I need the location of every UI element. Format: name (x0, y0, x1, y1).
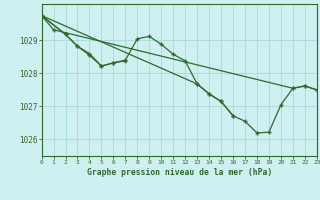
X-axis label: Graphe pression niveau de la mer (hPa): Graphe pression niveau de la mer (hPa) (87, 168, 272, 177)
